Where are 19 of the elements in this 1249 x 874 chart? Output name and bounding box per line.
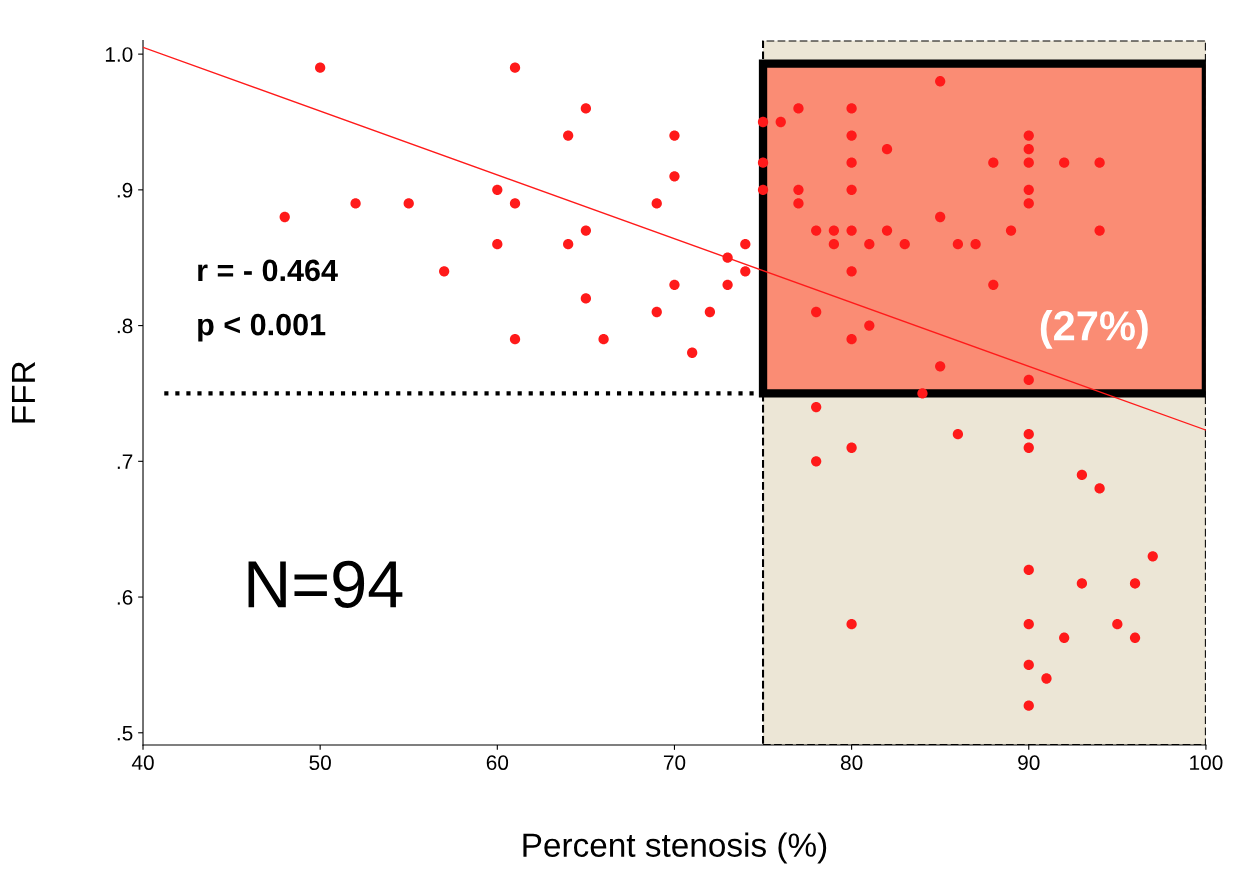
x-tick-label: 100 bbox=[1190, 755, 1223, 771]
y-tick-label: .5 bbox=[117, 726, 133, 741]
y-axis-title: FFR bbox=[11, 361, 35, 423]
annotation: r = - 0.464 bbox=[198, 259, 338, 282]
annotation: p < 0.001 bbox=[198, 313, 326, 342]
x-axis-title: Percent stenosis (%) bbox=[523, 832, 827, 864]
x-tick-label: 60 bbox=[486, 755, 509, 771]
y-tick-label: .6 bbox=[117, 590, 133, 605]
x-tick-label: 40 bbox=[131, 755, 154, 771]
x-tick-label: 70 bbox=[663, 755, 686, 771]
x-tick-label: 80 bbox=[840, 755, 863, 771]
y-tick-label: .8 bbox=[117, 318, 133, 334]
y-tick-label: 1.0 bbox=[105, 47, 133, 62]
annotation: N=94 bbox=[248, 560, 403, 608]
y-tick-label: .9 bbox=[117, 182, 133, 198]
y-tick-label: .7 bbox=[117, 454, 133, 469]
x-tick-label: 90 bbox=[1018, 755, 1040, 771]
x-tick-label: 50 bbox=[309, 755, 331, 771]
annotation: (27%) bbox=[1040, 309, 1148, 349]
